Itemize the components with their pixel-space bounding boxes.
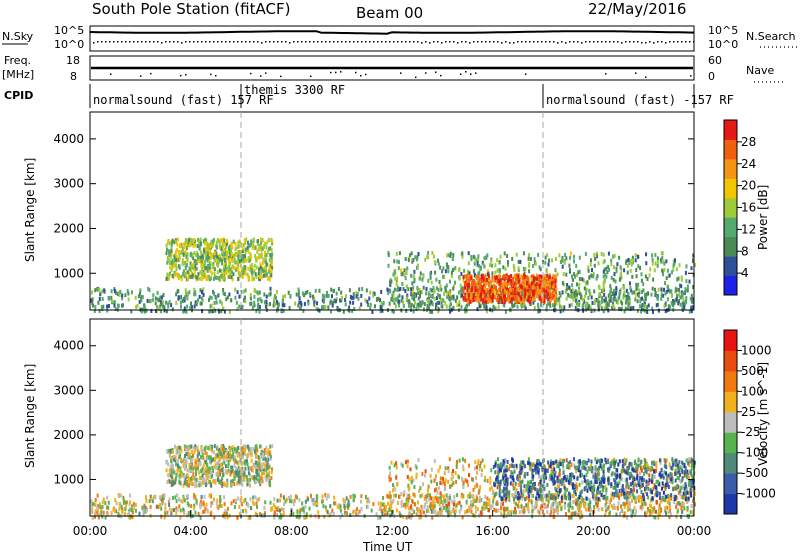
y-tick-label: 1000: [53, 266, 84, 280]
colorbar-swatch: [724, 350, 737, 372]
colorbar-swatch: [724, 370, 737, 392]
y-tick-label: 3000: [53, 177, 84, 191]
time-xlabel: Time UT: [362, 540, 413, 554]
power-panel-frame: [89, 111, 695, 311]
nsky-top-tick: 10^5: [54, 24, 84, 37]
colorbar-tick-label: -500: [741, 466, 768, 480]
cpid-label: CPID: [4, 89, 33, 102]
x-tick-label: 12:00: [375, 524, 410, 538]
beam-label: Beam 00: [356, 4, 423, 22]
power-y-axis: 1000 2000 3000 4000: [53, 132, 694, 280]
colorbar-swatch: [724, 473, 737, 495]
nsearch-label: N.Search: [746, 30, 796, 43]
colorbar-swatch: [724, 256, 737, 277]
nsearch-top-tick: 10^5: [708, 24, 738, 37]
x-tick-label: 08:00: [274, 524, 309, 538]
power-echo-cells: [90, 237, 696, 314]
x-tick-label: 20:00: [576, 524, 611, 538]
colorbar-tick-label: 25: [741, 405, 756, 419]
colorbar-swatch: [724, 452, 737, 474]
y-tick-label: 4000: [53, 132, 84, 146]
colorbar-swatch: [724, 158, 737, 179]
colorbar-tick-label: -100: [741, 446, 768, 460]
colorbar-swatch: [724, 493, 737, 515]
colorbar-tick-label: 24: [741, 157, 756, 171]
nave-bottom-tick: 0: [708, 70, 715, 83]
y-tick-label: 1000: [53, 472, 84, 486]
y-tick-label: 2000: [53, 221, 84, 235]
y-tick-label: 4000: [53, 339, 84, 353]
cpid-segment: normalsound (fast) -157 RF: [546, 93, 734, 107]
colorbar-tick-label: 100: [741, 384, 764, 398]
colorbar-tick-label: 16: [741, 201, 756, 215]
nsky-bottom-tick: 10^0: [54, 38, 84, 51]
station-title: South Pole Station (fitACF): [92, 0, 290, 18]
power-ylabel: Slant Range [km]: [23, 158, 37, 262]
cpid-segment: themis 3300 RF: [244, 83, 345, 97]
colorbar-swatch: [724, 139, 737, 160]
colorbar-tick-label: 20: [741, 179, 756, 193]
colorbar-swatch: [724, 120, 737, 140]
colorbar-swatch: [724, 330, 737, 351]
velocity-y-axis: 1000 2000 3000 4000: [53, 339, 694, 486]
velocity-echo-cells: [90, 443, 696, 520]
velocity-ylabel: Slant Range [km]: [23, 364, 37, 468]
nsky-trace: [89, 30, 695, 35]
x-tick-label: 16:00: [475, 524, 510, 538]
velocity-colorbar-label: Velocity [m s^-1]: [756, 362, 770, 466]
x-tick-label: 04:00: [173, 524, 208, 538]
colorbar-swatch: [724, 391, 737, 413]
colorbar-tick-label: 500: [741, 364, 764, 378]
nsky-label: N.Sky: [2, 30, 34, 43]
cpid-segment: normalsound (fast) 157 RF: [93, 93, 274, 107]
freq-bottom-tick: 8: [70, 70, 77, 83]
nave-trace: [110, 71, 692, 79]
cpid-strip: CPID normalsound (fast) 157 RF themis 33…: [4, 83, 734, 108]
colorbar-tick-label: 4: [741, 266, 749, 280]
y-tick-label: 3000: [53, 383, 84, 397]
power-colorbar: 4 8 12 16 20 24 28 Power [dB]: [723, 119, 770, 296]
x-tick-label: 00:00: [677, 524, 712, 538]
colorbar-swatch: [724, 178, 737, 199]
colorbar-swatch: [724, 236, 737, 257]
date-label: 22/May/2016: [588, 0, 686, 18]
colorbar-swatch: [724, 217, 737, 238]
freq-strip: Freq. [MHz] 18 8 60 0 Nave: [2, 54, 784, 83]
time-x-axis: 00:00 04:00 08:00 12:00 16:00 20:00 00:00: [73, 510, 712, 538]
nsearch-bottom-tick: 10^0: [708, 38, 738, 51]
colorbar-tick-label: 12: [741, 222, 756, 236]
y-tick-label: 2000: [53, 428, 84, 442]
power-colorbar-label: Power [dB]: [756, 185, 770, 250]
nave-top-tick: 60: [708, 54, 722, 67]
colorbar-tick-label: -25: [741, 425, 761, 439]
colorbar-swatch: [724, 432, 737, 454]
x-tick-label: 00:00: [73, 524, 108, 538]
colorbar-swatch: [724, 275, 737, 296]
colorbar-tick-label: 8: [741, 244, 749, 258]
velocity-colorbar: 1000 500 100 25 -25 -100 -500 -1000 Velocity [m…: [723, 329, 776, 515]
freq-label-line1: Freq.: [4, 54, 31, 67]
nsky-strip: N.Sky 10^5 10^0 10^5 10^0 N.Search: [2, 24, 798, 52]
power-panel: 1000 2000 3000 4000 Slant Range [km]: [23, 111, 696, 314]
colorbar-swatch: [724, 197, 737, 218]
nsearch-trace: [93, 41, 695, 44]
freq-top-tick: 18: [66, 54, 80, 67]
colorbar-tick-label: -1000: [741, 487, 776, 501]
freq-label-line2: [MHz]: [2, 68, 34, 81]
colorbar-tick-label: 28: [741, 135, 756, 149]
colorbar-tick-label: 1000: [741, 343, 772, 357]
nave-label: Nave: [746, 64, 774, 77]
colorbar-swatch: [724, 411, 737, 433]
